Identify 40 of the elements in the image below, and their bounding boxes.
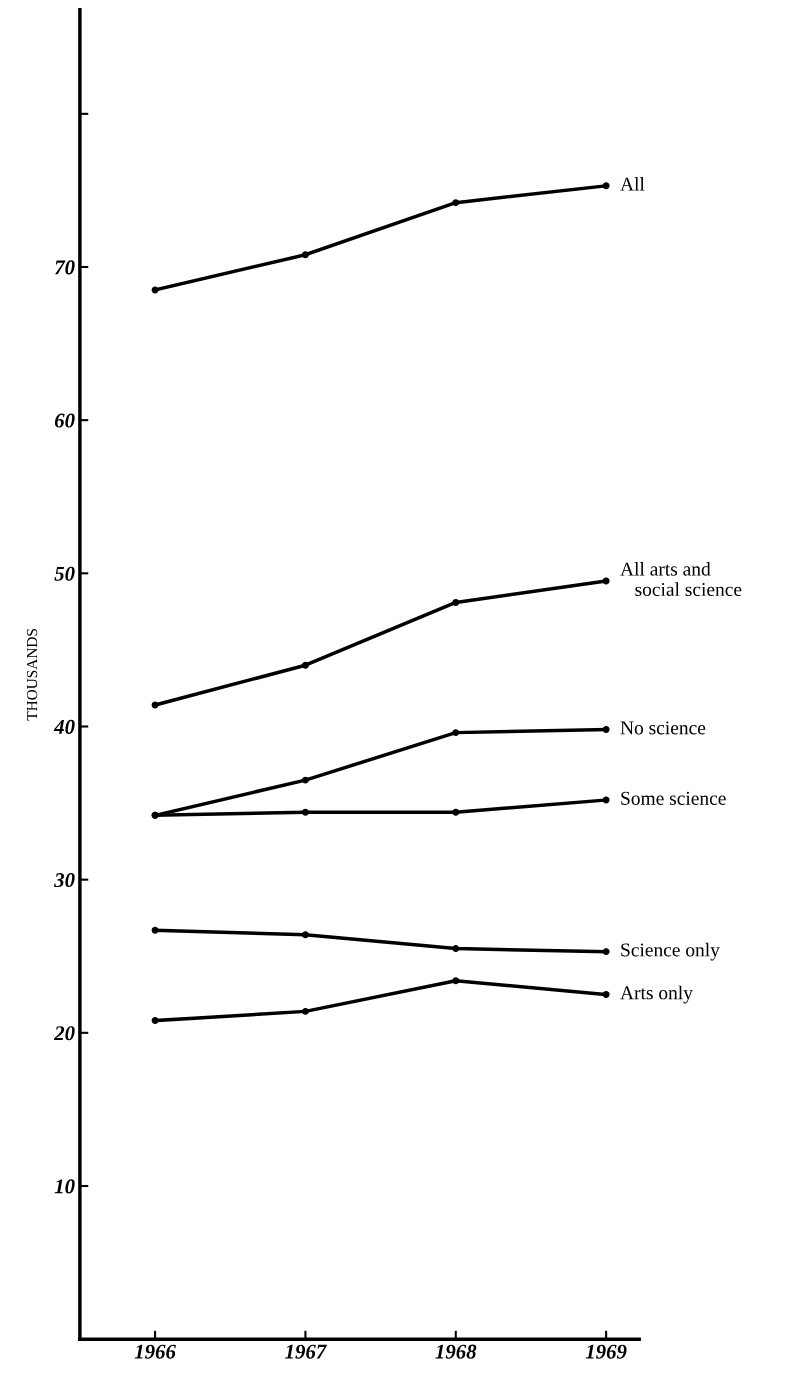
point bbox=[151, 701, 159, 709]
point bbox=[452, 977, 460, 985]
point bbox=[301, 808, 309, 816]
point bbox=[452, 808, 460, 816]
y-tick-label: 40 bbox=[53, 719, 75, 734]
y-tick-label: 70 bbox=[55, 260, 75, 275]
series-label: No science bbox=[620, 721, 706, 735]
series-label: All bbox=[620, 177, 645, 191]
point bbox=[452, 729, 460, 737]
point bbox=[602, 726, 610, 734]
point bbox=[602, 577, 610, 585]
point bbox=[602, 796, 610, 804]
point bbox=[602, 182, 610, 190]
point bbox=[452, 945, 460, 953]
point bbox=[301, 661, 309, 669]
y-tick-label: 10 bbox=[54, 1179, 75, 1194]
point bbox=[301, 776, 309, 784]
point bbox=[151, 926, 159, 934]
point bbox=[301, 1007, 309, 1015]
y-axis-title: THOUSANDS bbox=[26, 629, 38, 721]
point bbox=[151, 1017, 159, 1025]
point bbox=[452, 598, 460, 606]
point bbox=[301, 251, 309, 259]
series-label: Some science bbox=[621, 791, 726, 805]
y-tick-label: 20 bbox=[53, 1026, 75, 1041]
point bbox=[301, 931, 309, 939]
point bbox=[151, 286, 159, 294]
y-tick-label: 30 bbox=[54, 873, 75, 888]
y-tick-label: 60 bbox=[54, 413, 75, 428]
x-tick-label: 1966 bbox=[134, 1344, 176, 1359]
series-label: Science only bbox=[621, 942, 720, 961]
x-tick-label: 1967 bbox=[285, 1344, 327, 1359]
point bbox=[452, 199, 460, 207]
point bbox=[602, 948, 610, 956]
point bbox=[602, 991, 610, 999]
series-label: All arts and social science bbox=[620, 562, 742, 597]
x-tick-label: 1968 bbox=[435, 1344, 477, 1359]
y-tick-label: 50 bbox=[54, 566, 75, 581]
series-label: Arts only bbox=[620, 985, 693, 1004]
x-tick-label: 1969 bbox=[585, 1344, 627, 1359]
